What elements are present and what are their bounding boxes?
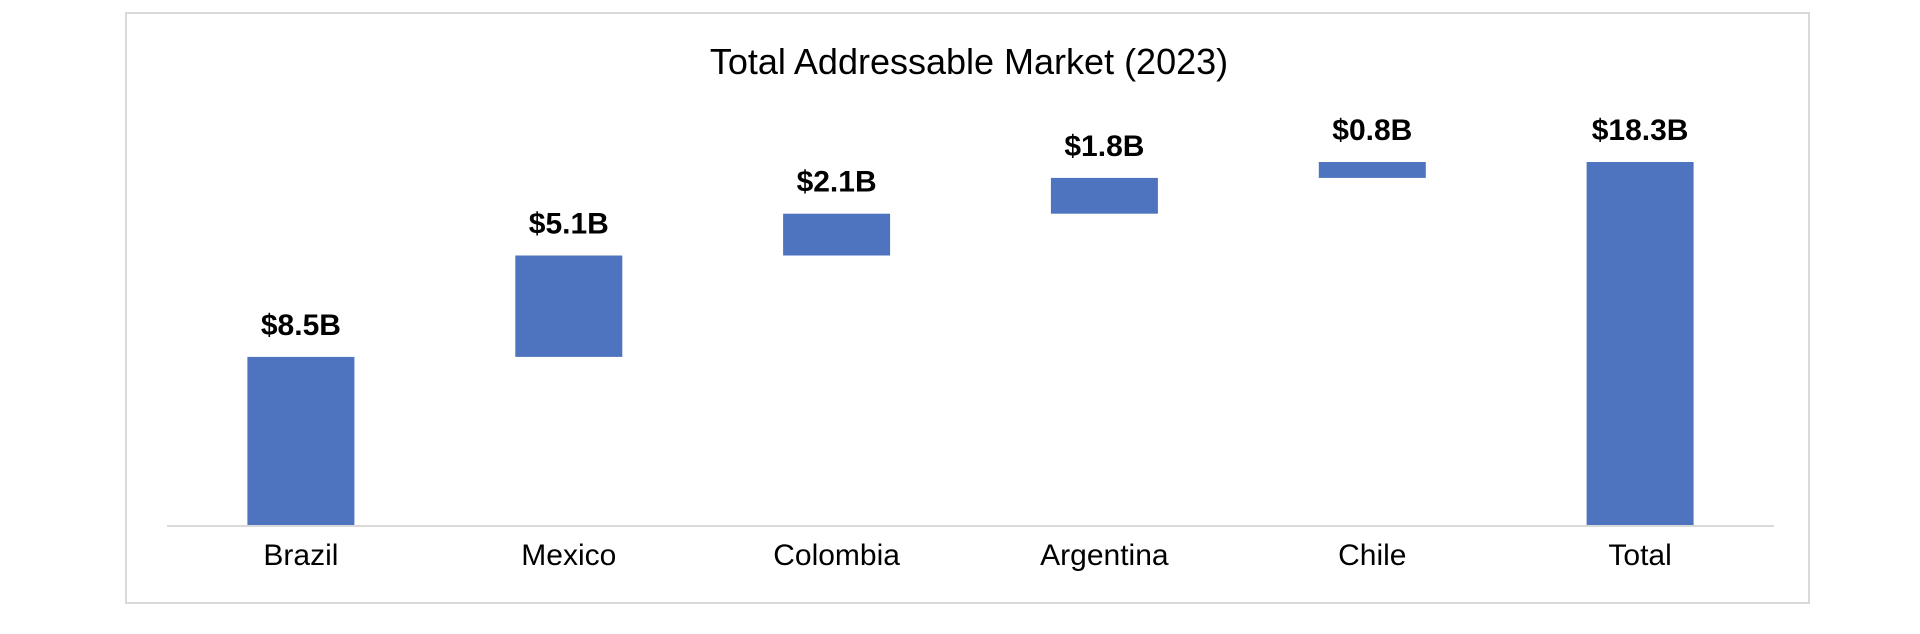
- chart-title: Total Addressable Market (2023): [710, 41, 1228, 82]
- x-tick-labels-layer: Brazil Mexico Colombia Argentina Chile Total: [263, 539, 1671, 572]
- data-labels-layer: $8.5B $5.1B $2.1B $1.8B $0.8B $18.3B: [261, 114, 1689, 342]
- x-tick-label-mexico: Mexico: [521, 539, 616, 572]
- x-tick-label-brazil: Brazil: [263, 539, 338, 572]
- bar-total: [1586, 162, 1694, 526]
- bar-chile: [1318, 162, 1426, 178]
- bar-colombia: [783, 213, 891, 256]
- bar-mexico: [515, 255, 623, 357]
- x-tick-label-total: Total: [1608, 539, 1671, 572]
- bar-argentina: [1050, 177, 1158, 214]
- data-label-mexico: $5.1B: [529, 208, 609, 241]
- bars-layer: [247, 162, 1694, 526]
- waterfall-chart: Total Addressable Market (2023) $8.5B $5.…: [167, 41, 1774, 572]
- data-label-chile: $0.8B: [1332, 114, 1412, 147]
- x-tick-label-argentina: Argentina: [1040, 539, 1169, 572]
- chart-frame: Total Addressable Market (2023) $8.5B $5.…: [125, 12, 1810, 604]
- data-label-argentina: $1.8B: [1064, 130, 1144, 163]
- data-label-total: $18.3B: [1592, 114, 1689, 147]
- data-label-colombia: $2.1B: [797, 166, 877, 199]
- x-tick-label-chile: Chile: [1338, 539, 1406, 572]
- bar-brazil: [247, 356, 355, 526]
- x-tick-label-colombia: Colombia: [773, 539, 900, 572]
- data-label-brazil: $8.5B: [261, 309, 341, 342]
